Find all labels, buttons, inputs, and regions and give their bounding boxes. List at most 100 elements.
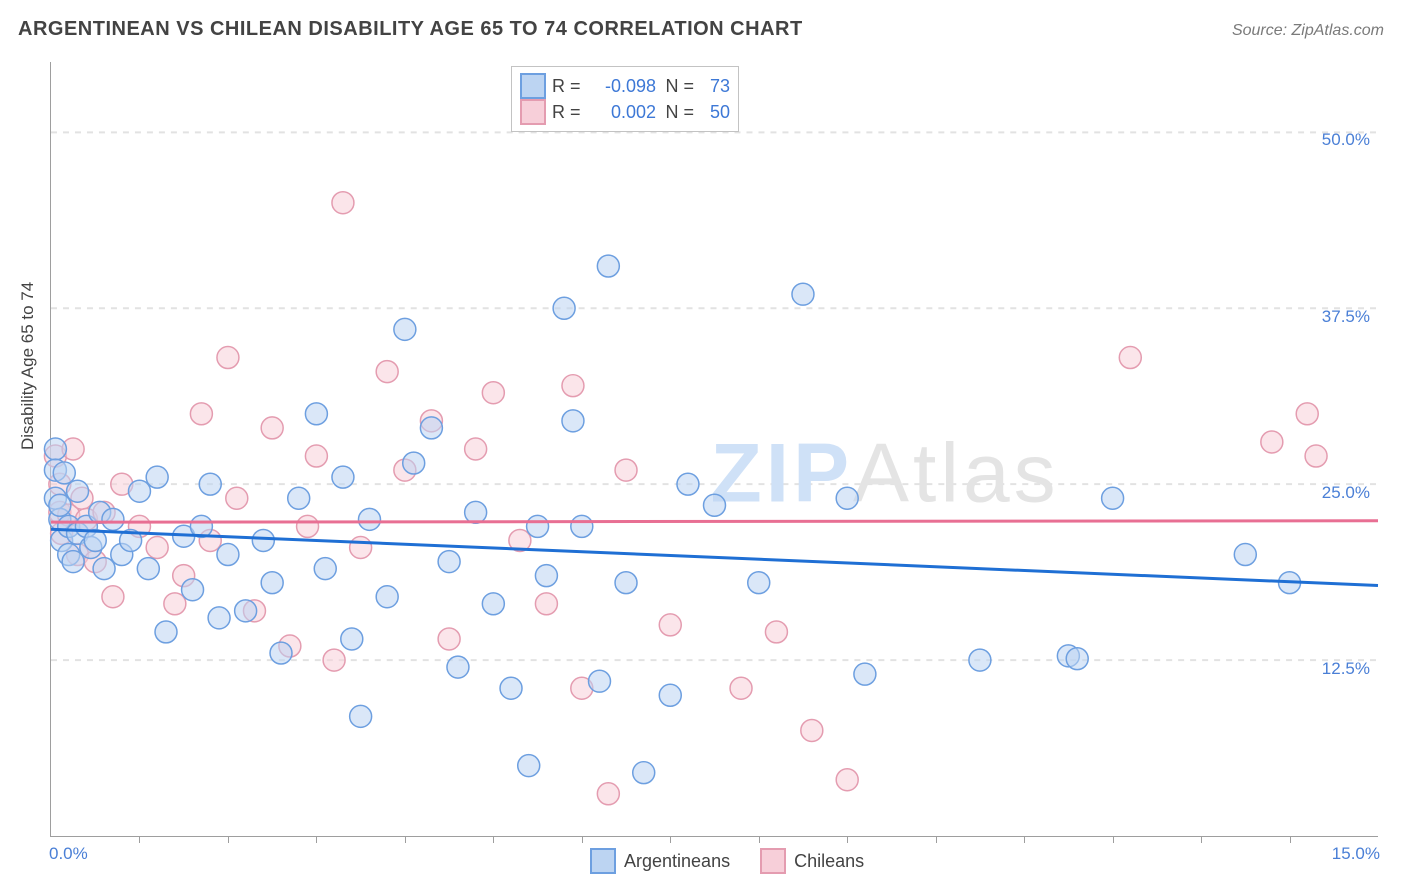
data-point xyxy=(358,508,380,530)
data-point xyxy=(535,565,557,587)
data-point xyxy=(394,318,416,340)
data-point xyxy=(589,670,611,692)
data-point xyxy=(270,642,292,664)
data-point xyxy=(438,551,460,573)
data-point xyxy=(465,501,487,523)
x-minor-tick xyxy=(316,836,317,843)
data-point xyxy=(1261,431,1283,453)
legend-r-value-b: 0.002 xyxy=(592,102,656,123)
x-axis-max-label: 15.0% xyxy=(1332,844,1380,864)
legend-r-value-a: -0.098 xyxy=(592,76,656,97)
data-point xyxy=(562,410,584,432)
x-minor-tick xyxy=(936,836,937,843)
x-minor-tick xyxy=(1024,836,1025,843)
x-minor-tick xyxy=(759,836,760,843)
y-axis-title: Disability Age 65 to 74 xyxy=(18,282,38,450)
trend-line xyxy=(51,529,1378,585)
legend-row-chileans: R = 0.002 N = 50 xyxy=(520,99,730,125)
legend-n-value-b: 50 xyxy=(700,102,730,123)
data-point xyxy=(49,494,71,516)
data-point xyxy=(261,572,283,594)
plot-area: ZIPAtlas 12.5%25.0%37.5%50.0% 0.0% 15.0%… xyxy=(50,62,1378,837)
y-tick-label: 25.0% xyxy=(1322,483,1370,503)
data-point xyxy=(500,677,522,699)
data-point xyxy=(137,558,159,580)
legend-r-label: R = xyxy=(552,102,586,123)
chart-svg: ZIPAtlas xyxy=(51,62,1378,836)
x-minor-tick xyxy=(1113,836,1114,843)
data-point xyxy=(288,487,310,509)
legend-swatch-b-icon xyxy=(760,848,786,874)
data-point xyxy=(226,487,248,509)
data-point xyxy=(562,375,584,397)
data-point xyxy=(323,649,345,671)
data-point xyxy=(659,614,681,636)
data-point xyxy=(102,508,124,530)
x-minor-tick xyxy=(582,836,583,843)
data-point xyxy=(62,551,84,573)
data-point xyxy=(93,558,115,580)
data-point xyxy=(518,755,540,777)
data-point xyxy=(146,537,168,559)
data-point xyxy=(376,586,398,608)
data-point xyxy=(305,445,327,467)
data-point xyxy=(615,459,637,481)
legend-item-argentineans: Argentineans xyxy=(590,848,730,874)
x-minor-tick xyxy=(670,836,671,843)
data-point xyxy=(217,347,239,369)
source-attribution: Source: ZipAtlas.com xyxy=(1232,22,1384,40)
data-point xyxy=(447,656,469,678)
data-point xyxy=(350,705,372,727)
x-minor-tick xyxy=(1201,836,1202,843)
data-point xyxy=(792,283,814,305)
watermark: ZIPAtlas xyxy=(711,425,1060,519)
data-point xyxy=(1305,445,1327,467)
legend-label-a: Argentineans xyxy=(624,851,730,872)
data-point xyxy=(854,663,876,685)
data-point xyxy=(102,586,124,608)
legend-swatch-a xyxy=(520,73,546,99)
data-point xyxy=(482,593,504,615)
data-point xyxy=(571,515,593,537)
data-point xyxy=(704,494,726,516)
data-point xyxy=(190,403,212,425)
legend-item-chileans: Chileans xyxy=(760,848,864,874)
x-minor-tick xyxy=(228,836,229,843)
data-point xyxy=(765,621,787,643)
data-point xyxy=(376,361,398,383)
data-point xyxy=(199,473,221,495)
x-minor-tick xyxy=(405,836,406,843)
y-tick-label: 12.5% xyxy=(1322,659,1370,679)
data-point xyxy=(730,677,752,699)
x-minor-tick xyxy=(139,836,140,843)
data-point xyxy=(235,600,257,622)
series-legend: Argentineans Chileans xyxy=(590,848,864,874)
legend-n-label: N = xyxy=(662,102,694,123)
data-point xyxy=(1119,347,1141,369)
data-point xyxy=(597,255,619,277)
y-tick-label: 50.0% xyxy=(1322,130,1370,150)
data-point xyxy=(146,466,168,488)
data-point xyxy=(615,572,637,594)
x-axis-min-label: 0.0% xyxy=(49,844,88,864)
data-point xyxy=(1234,544,1256,566)
data-point xyxy=(217,544,239,566)
data-point xyxy=(677,473,699,495)
data-point xyxy=(836,769,858,791)
data-point xyxy=(164,593,186,615)
data-point xyxy=(1102,487,1124,509)
data-point xyxy=(182,579,204,601)
data-point xyxy=(44,438,66,460)
legend-n-label: N = xyxy=(662,76,694,97)
data-point xyxy=(969,649,991,671)
legend-swatch-b xyxy=(520,99,546,125)
data-point xyxy=(155,621,177,643)
data-point xyxy=(482,382,504,404)
data-point xyxy=(53,462,75,484)
data-point xyxy=(314,558,336,580)
data-point xyxy=(465,438,487,460)
data-point xyxy=(128,480,150,502)
y-tick-label: 37.5% xyxy=(1322,307,1370,327)
data-point xyxy=(261,417,283,439)
correlation-legend: R = -0.098 N = 73 R = 0.002 N = 50 xyxy=(511,66,739,132)
